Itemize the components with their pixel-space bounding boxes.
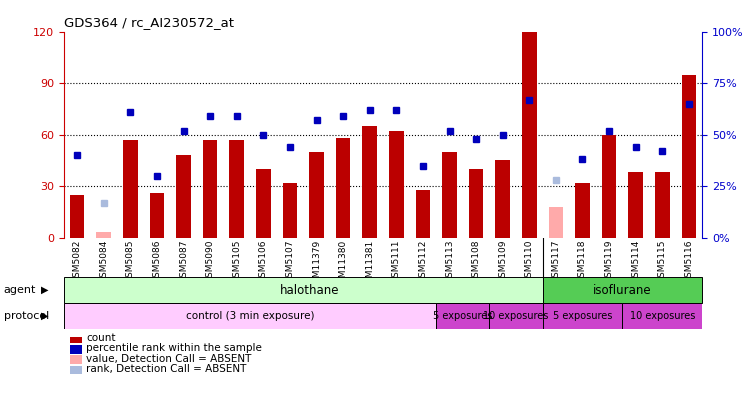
- Text: GSM5084: GSM5084: [99, 240, 108, 283]
- Text: GSM5090: GSM5090: [206, 240, 215, 283]
- Text: GSM5106: GSM5106: [259, 240, 268, 283]
- Text: GSM5082: GSM5082: [73, 240, 82, 283]
- Bar: [96, 232, 111, 238]
- Bar: [682, 74, 696, 238]
- Bar: [71, 335, 82, 343]
- Text: GSM5108: GSM5108: [472, 240, 481, 283]
- Text: GSM5107: GSM5107: [285, 240, 294, 283]
- Bar: [71, 366, 82, 374]
- Text: GSM5114: GSM5114: [631, 240, 640, 283]
- Bar: [149, 193, 164, 238]
- Text: percentile rank within the sample: percentile rank within the sample: [86, 343, 262, 354]
- Text: GSM5105: GSM5105: [232, 240, 241, 283]
- Bar: [655, 172, 670, 238]
- Text: GSM5117: GSM5117: [551, 240, 560, 283]
- Bar: [469, 169, 484, 238]
- Bar: [522, 32, 537, 238]
- Bar: [71, 345, 82, 354]
- Bar: [70, 195, 84, 238]
- Text: control (3 min exposure): control (3 min exposure): [185, 311, 314, 321]
- Text: GSM5116: GSM5116: [684, 240, 693, 283]
- Bar: [203, 140, 218, 238]
- Text: 10 exposures: 10 exposures: [484, 311, 549, 321]
- Text: ▶: ▶: [41, 311, 49, 321]
- Text: rank, Detection Call = ABSENT: rank, Detection Call = ABSENT: [86, 364, 246, 374]
- Bar: [629, 172, 643, 238]
- Text: agent: agent: [4, 285, 36, 295]
- Bar: [123, 140, 137, 238]
- Bar: [282, 183, 297, 238]
- Bar: [256, 169, 270, 238]
- Bar: [415, 190, 430, 238]
- Bar: [623, 303, 702, 329]
- Text: GDS364 / rc_AI230572_at: GDS364 / rc_AI230572_at: [64, 16, 234, 29]
- Text: GSM5118: GSM5118: [578, 240, 587, 283]
- Bar: [575, 183, 590, 238]
- Text: 5 exposures: 5 exposures: [553, 311, 612, 321]
- Text: GSM5119: GSM5119: [605, 240, 614, 283]
- Text: GSM11380: GSM11380: [339, 240, 348, 289]
- Text: protocol: protocol: [4, 311, 49, 321]
- Bar: [64, 277, 542, 303]
- Bar: [64, 303, 436, 329]
- Bar: [176, 155, 191, 238]
- Text: GSM5111: GSM5111: [392, 240, 401, 283]
- Bar: [442, 152, 457, 238]
- Bar: [229, 140, 244, 238]
- Text: GSM5113: GSM5113: [445, 240, 454, 283]
- Text: isoflurane: isoflurane: [593, 284, 652, 297]
- Text: value, Detection Call = ABSENT: value, Detection Call = ABSENT: [86, 354, 252, 364]
- Text: GSM5109: GSM5109: [498, 240, 507, 283]
- Text: GSM5112: GSM5112: [418, 240, 427, 283]
- Bar: [363, 126, 377, 238]
- Text: GSM5086: GSM5086: [152, 240, 161, 283]
- Bar: [309, 152, 324, 238]
- Bar: [548, 207, 563, 238]
- Bar: [436, 303, 490, 329]
- Text: GSM11381: GSM11381: [365, 240, 374, 289]
- Bar: [490, 303, 542, 329]
- Bar: [389, 131, 403, 238]
- Text: ▶: ▶: [41, 285, 49, 295]
- Text: GSM5115: GSM5115: [658, 240, 667, 283]
- Bar: [71, 355, 82, 364]
- Text: GSM5085: GSM5085: [126, 240, 135, 283]
- Text: GSM5110: GSM5110: [525, 240, 534, 283]
- Bar: [543, 303, 623, 329]
- Text: GSM11379: GSM11379: [312, 240, 321, 289]
- Text: GSM5087: GSM5087: [179, 240, 188, 283]
- Text: 5 exposures: 5 exposures: [433, 311, 493, 321]
- Bar: [543, 277, 702, 303]
- Text: halothane: halothane: [280, 284, 339, 297]
- Bar: [336, 138, 351, 238]
- Bar: [602, 135, 617, 238]
- Text: 10 exposures: 10 exposures: [629, 311, 695, 321]
- Bar: [496, 160, 510, 238]
- Text: count: count: [86, 333, 116, 343]
